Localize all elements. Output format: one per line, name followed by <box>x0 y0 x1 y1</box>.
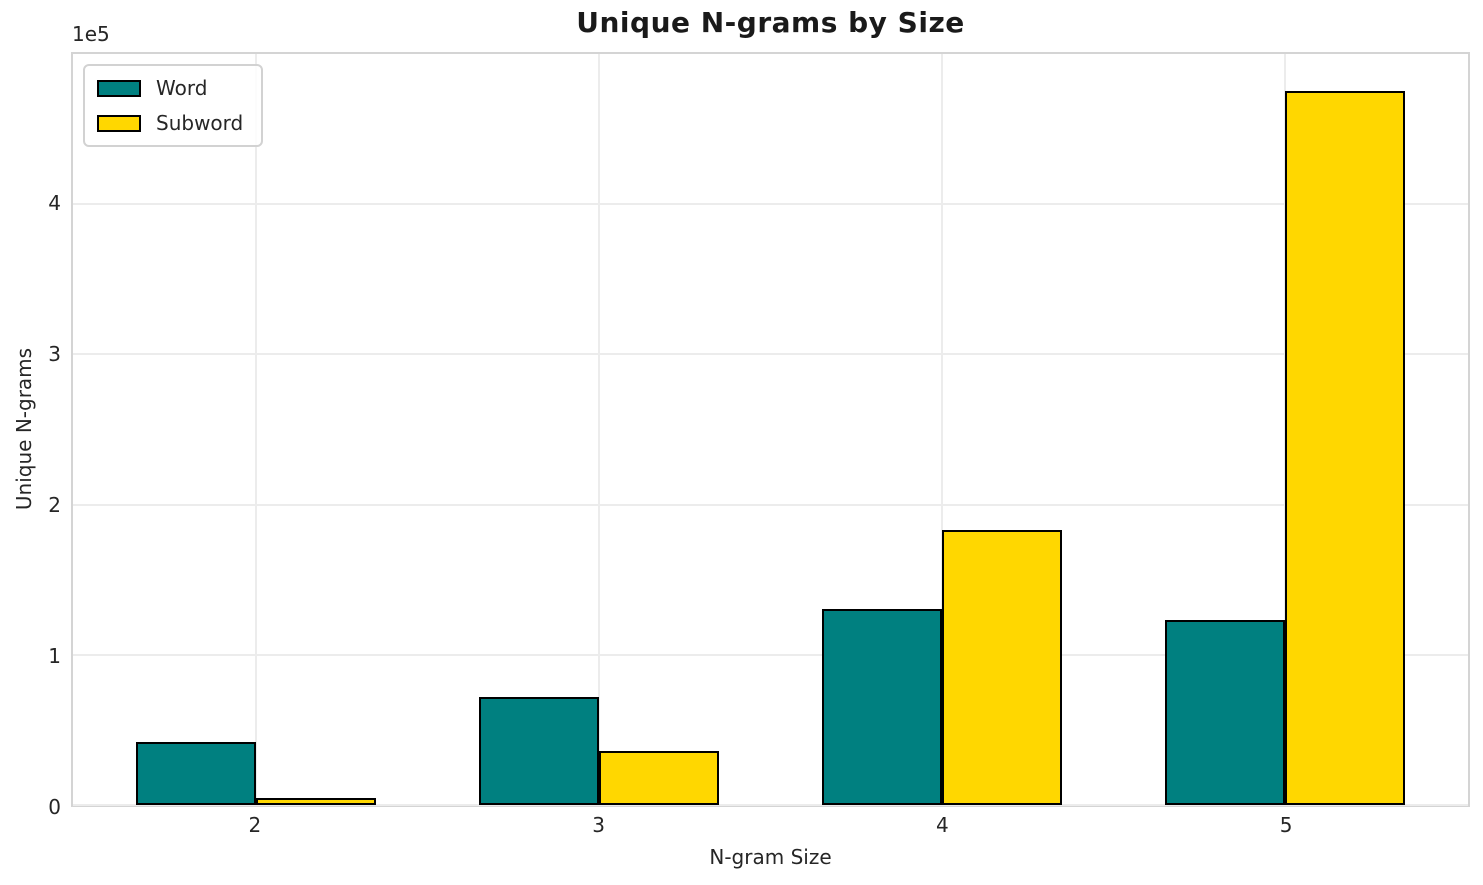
bar-word-5 <box>1164 619 1285 805</box>
y-axis-offset-label: 1e5 <box>72 22 110 46</box>
y-tick-label: 4 <box>48 191 61 215</box>
legend: Word Subword <box>83 64 264 147</box>
legend-label: Subword <box>156 111 244 135</box>
y-tick-label: 1 <box>48 644 61 668</box>
legend-item-word: Word <box>97 76 243 100</box>
bar-subword-3 <box>599 751 720 805</box>
chart-title: Unique N-grams by Size <box>576 6 965 39</box>
y-tick-label: 3 <box>48 342 61 366</box>
legend-swatch-word <box>97 79 141 97</box>
bar-word-2 <box>136 742 257 805</box>
legend-swatch-subword <box>97 114 141 132</box>
gridline-vertical <box>940 54 943 805</box>
gridline-horizontal <box>73 353 1468 356</box>
gridline-vertical <box>598 54 601 805</box>
x-tick-label: 5 <box>1279 813 1293 837</box>
bar-word-4 <box>821 609 942 805</box>
y-tick-label: 0 <box>48 795 61 819</box>
bar-subword-2 <box>256 798 377 805</box>
gridline-horizontal <box>73 503 1468 506</box>
plot-area: Word Subword <box>71 52 1470 807</box>
gridline-horizontal <box>73 203 1468 206</box>
bar-subword-4 <box>941 530 1062 805</box>
legend-label: Word <box>156 76 208 100</box>
y-axis-label: Unique N-grams <box>12 347 36 511</box>
x-tick-label: 2 <box>248 813 262 837</box>
bar-subword-5 <box>1284 90 1405 805</box>
gridline-horizontal <box>73 653 1468 656</box>
x-tick-label: 4 <box>935 813 949 837</box>
gridline-vertical <box>255 54 258 805</box>
legend-item-subword: Subword <box>97 111 243 135</box>
x-tick-label: 3 <box>592 813 605 837</box>
x-axis-label: N-gram Size <box>709 845 832 869</box>
bar-word-3 <box>479 696 600 805</box>
y-tick-label: 2 <box>48 493 61 517</box>
gridline-horizontal <box>73 804 1468 806</box>
